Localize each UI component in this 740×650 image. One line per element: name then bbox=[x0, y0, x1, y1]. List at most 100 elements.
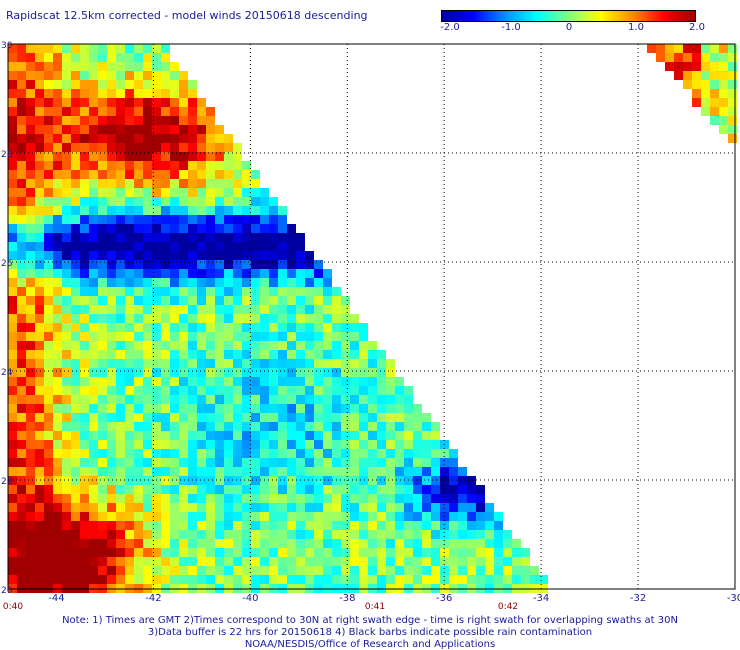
data-cell bbox=[170, 530, 179, 539]
data-cell bbox=[719, 107, 728, 116]
data-cell bbox=[143, 287, 152, 296]
data-cell bbox=[161, 575, 170, 584]
data-cell bbox=[287, 404, 296, 413]
data-cell bbox=[152, 341, 161, 350]
data-cell bbox=[116, 332, 125, 341]
data-cell bbox=[242, 161, 251, 170]
data-cell bbox=[17, 278, 26, 287]
data-cell bbox=[35, 440, 44, 449]
data-cell bbox=[242, 296, 251, 305]
data-cell bbox=[296, 413, 305, 422]
data-cell bbox=[233, 179, 242, 188]
data-cell bbox=[332, 431, 341, 440]
data-cell bbox=[341, 341, 350, 350]
data-cell bbox=[152, 566, 161, 575]
data-cell bbox=[296, 233, 305, 242]
data-cell bbox=[233, 224, 242, 233]
data-cell bbox=[17, 494, 26, 503]
data-cell bbox=[395, 530, 404, 539]
data-cell bbox=[260, 503, 269, 512]
data-cell bbox=[44, 53, 53, 62]
data-cell bbox=[305, 431, 314, 440]
data-cell bbox=[197, 341, 206, 350]
data-cell bbox=[17, 449, 26, 458]
data-cell bbox=[269, 404, 278, 413]
data-cell bbox=[332, 521, 341, 530]
data-cell bbox=[233, 440, 242, 449]
data-cell bbox=[26, 449, 35, 458]
data-cell bbox=[107, 404, 116, 413]
data-cell bbox=[134, 179, 143, 188]
data-cell bbox=[161, 278, 170, 287]
data-cell bbox=[341, 548, 350, 557]
data-cell bbox=[98, 251, 107, 260]
data-cell bbox=[152, 521, 161, 530]
data-cell bbox=[98, 341, 107, 350]
data-cell bbox=[143, 269, 152, 278]
data-cell bbox=[215, 449, 224, 458]
data-cell bbox=[107, 548, 116, 557]
data-cell bbox=[305, 557, 314, 566]
data-cell bbox=[53, 80, 62, 89]
data-cell bbox=[53, 323, 62, 332]
data-cell bbox=[26, 404, 35, 413]
data-cell bbox=[386, 413, 395, 422]
data-cell bbox=[206, 476, 215, 485]
data-cell bbox=[368, 575, 377, 584]
data-cell bbox=[62, 413, 71, 422]
data-cell bbox=[125, 188, 134, 197]
data-cell bbox=[422, 566, 431, 575]
data-cell bbox=[170, 116, 179, 125]
data-cell bbox=[251, 197, 260, 206]
data-cell bbox=[71, 269, 80, 278]
data-cell bbox=[386, 557, 395, 566]
data-cell bbox=[8, 197, 17, 206]
data-cell bbox=[125, 287, 134, 296]
data-cell bbox=[413, 530, 422, 539]
data-cell bbox=[188, 467, 197, 476]
data-cell bbox=[53, 431, 62, 440]
data-cell bbox=[350, 548, 359, 557]
data-cell bbox=[332, 323, 341, 332]
data-cell bbox=[44, 143, 53, 152]
data-cell bbox=[125, 476, 134, 485]
data-cell bbox=[152, 323, 161, 332]
data-cell bbox=[422, 503, 431, 512]
data-cell bbox=[224, 233, 233, 242]
data-cell bbox=[197, 566, 206, 575]
data-cell bbox=[251, 503, 260, 512]
data-cell bbox=[8, 269, 17, 278]
data-cell bbox=[152, 422, 161, 431]
data-cell bbox=[404, 521, 413, 530]
data-cell bbox=[89, 170, 98, 179]
data-cell bbox=[278, 233, 287, 242]
data-cell bbox=[152, 449, 161, 458]
data-cell bbox=[152, 431, 161, 440]
data-cell bbox=[179, 278, 188, 287]
data-cell bbox=[161, 116, 170, 125]
data-cell bbox=[332, 296, 341, 305]
data-cell bbox=[197, 233, 206, 242]
data-cell bbox=[8, 521, 17, 530]
data-cell bbox=[314, 368, 323, 377]
data-cell bbox=[161, 44, 170, 53]
data-cell bbox=[170, 512, 179, 521]
data-cell bbox=[215, 422, 224, 431]
data-cell bbox=[395, 539, 404, 548]
data-cell bbox=[35, 206, 44, 215]
data-cell bbox=[8, 116, 17, 125]
data-cell bbox=[233, 188, 242, 197]
data-cell bbox=[341, 530, 350, 539]
data-cell bbox=[116, 125, 125, 134]
data-cell bbox=[314, 395, 323, 404]
data-cell bbox=[143, 233, 152, 242]
data-cell bbox=[134, 251, 143, 260]
data-cell bbox=[314, 440, 323, 449]
data-cell bbox=[422, 512, 431, 521]
data-cell bbox=[35, 215, 44, 224]
data-cell bbox=[278, 494, 287, 503]
data-cell bbox=[17, 89, 26, 98]
data-cell bbox=[251, 332, 260, 341]
data-cell bbox=[242, 368, 251, 377]
data-cell bbox=[143, 575, 152, 584]
